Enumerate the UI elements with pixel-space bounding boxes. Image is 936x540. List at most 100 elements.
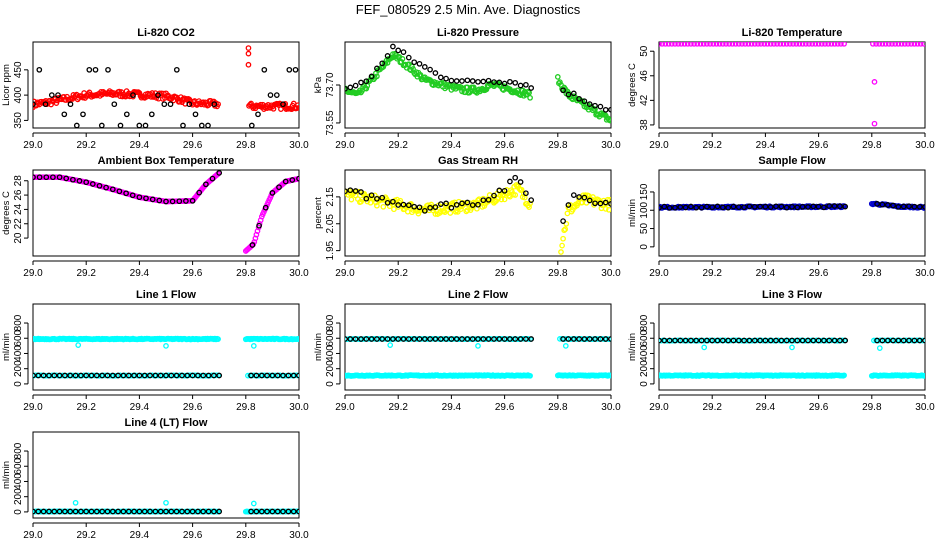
data-point xyxy=(203,181,209,188)
data-point xyxy=(374,195,380,202)
data-point xyxy=(352,188,359,194)
data-layer xyxy=(33,45,299,128)
data-point xyxy=(606,336,611,342)
data-point xyxy=(688,42,694,47)
data-point xyxy=(92,66,99,73)
data-point xyxy=(123,190,129,197)
data-point xyxy=(427,336,433,342)
data-point xyxy=(33,101,36,108)
x-tick-label: 29.6 xyxy=(183,268,203,279)
y-tick-label: 400 xyxy=(13,345,24,362)
data-point xyxy=(581,98,588,105)
data-point xyxy=(704,337,710,344)
data-point xyxy=(491,79,497,85)
data-point xyxy=(677,337,684,344)
data-point xyxy=(841,42,847,47)
data-point xyxy=(741,204,747,211)
y-tick-label: 800 xyxy=(13,442,24,459)
data-point xyxy=(501,336,508,342)
data-point xyxy=(156,197,163,204)
series-line-flow-extreme xyxy=(659,337,925,344)
chart-line-2-flow: Line 2 Flow 29.0 29.2 29.4 29.6 29.8 30.0 0 2004… xyxy=(313,289,621,413)
data-point xyxy=(173,66,180,73)
data-point xyxy=(475,336,481,342)
data-point xyxy=(561,227,568,234)
data-point xyxy=(88,508,95,515)
data-point xyxy=(735,204,742,210)
data-point xyxy=(735,42,742,47)
series-temperature-outliers xyxy=(871,79,878,127)
data-point xyxy=(363,195,370,202)
y-tick-label: 600 xyxy=(639,329,650,346)
data-point xyxy=(280,508,286,515)
data-point xyxy=(211,372,217,379)
figure-title: FEF_080529 2.5 Min. Ave. Diagnostics xyxy=(356,2,581,17)
data-point xyxy=(250,343,257,349)
data-point xyxy=(799,42,806,47)
data-point xyxy=(480,78,487,85)
data-point xyxy=(681,42,688,47)
y-axis-label: ml/min xyxy=(313,333,324,361)
data-point xyxy=(693,337,700,344)
data-point xyxy=(141,372,148,379)
data-point xyxy=(245,50,252,57)
x-tick-label: 29.6 xyxy=(809,268,829,279)
x-tick-label: 29.6 xyxy=(809,402,829,413)
data-point xyxy=(790,42,796,47)
data-point xyxy=(141,508,148,515)
chart-li-820-temperature: Li-820 Temperature 29.0 29.2 29.4 29.6 29.8 30… xyxy=(627,27,935,151)
data-point xyxy=(400,49,407,55)
data-point xyxy=(778,203,785,210)
data-point xyxy=(189,508,196,515)
data-point xyxy=(448,77,455,84)
data-point xyxy=(682,337,689,344)
data-point xyxy=(501,80,508,87)
data-layer xyxy=(345,174,611,255)
data-point xyxy=(735,337,742,344)
y-tick-label: 350 xyxy=(13,112,24,129)
y-axis-label: ml/min xyxy=(627,199,638,227)
data-point xyxy=(714,203,721,210)
data-point xyxy=(480,197,487,204)
data-point xyxy=(714,337,721,344)
data-point xyxy=(507,178,513,185)
data-point xyxy=(248,372,254,379)
data-point xyxy=(345,188,348,195)
data-point xyxy=(608,336,611,342)
data-point xyxy=(51,508,58,515)
data-point xyxy=(608,106,611,113)
y-tick-label: 50 xyxy=(639,223,650,235)
data-point xyxy=(783,204,790,211)
data-point xyxy=(248,122,255,128)
data-point xyxy=(464,77,471,84)
data-point xyxy=(509,189,515,195)
data-point xyxy=(882,42,889,47)
data-point xyxy=(796,42,803,47)
x-tick-label: 29.2 xyxy=(76,402,96,413)
data-point xyxy=(911,337,918,344)
data-point xyxy=(83,372,90,379)
series-temperature xyxy=(659,42,925,47)
x-tick-label: 30.0 xyxy=(915,268,935,279)
data-point xyxy=(40,372,47,379)
data-point xyxy=(280,101,286,108)
data-point xyxy=(61,111,68,118)
y-tick-label: 0 xyxy=(325,381,336,387)
data-point xyxy=(443,336,449,342)
x-tick-label: 29.4 xyxy=(756,140,776,151)
data-point xyxy=(253,372,260,379)
data-point xyxy=(879,201,886,208)
data-point xyxy=(581,336,588,342)
y-tick-label: 200 xyxy=(639,360,650,377)
data-point xyxy=(884,337,891,344)
data-point xyxy=(198,122,205,128)
data-point xyxy=(900,203,907,210)
x-tick-label: 29.6 xyxy=(183,402,203,413)
data-point xyxy=(78,508,84,515)
series-line-flow-extreme xyxy=(345,336,611,342)
data-point xyxy=(348,196,355,203)
y-tick-label: 0 xyxy=(639,381,650,387)
chart-title: Line 3 Flow xyxy=(762,289,822,301)
data-point xyxy=(216,170,223,176)
